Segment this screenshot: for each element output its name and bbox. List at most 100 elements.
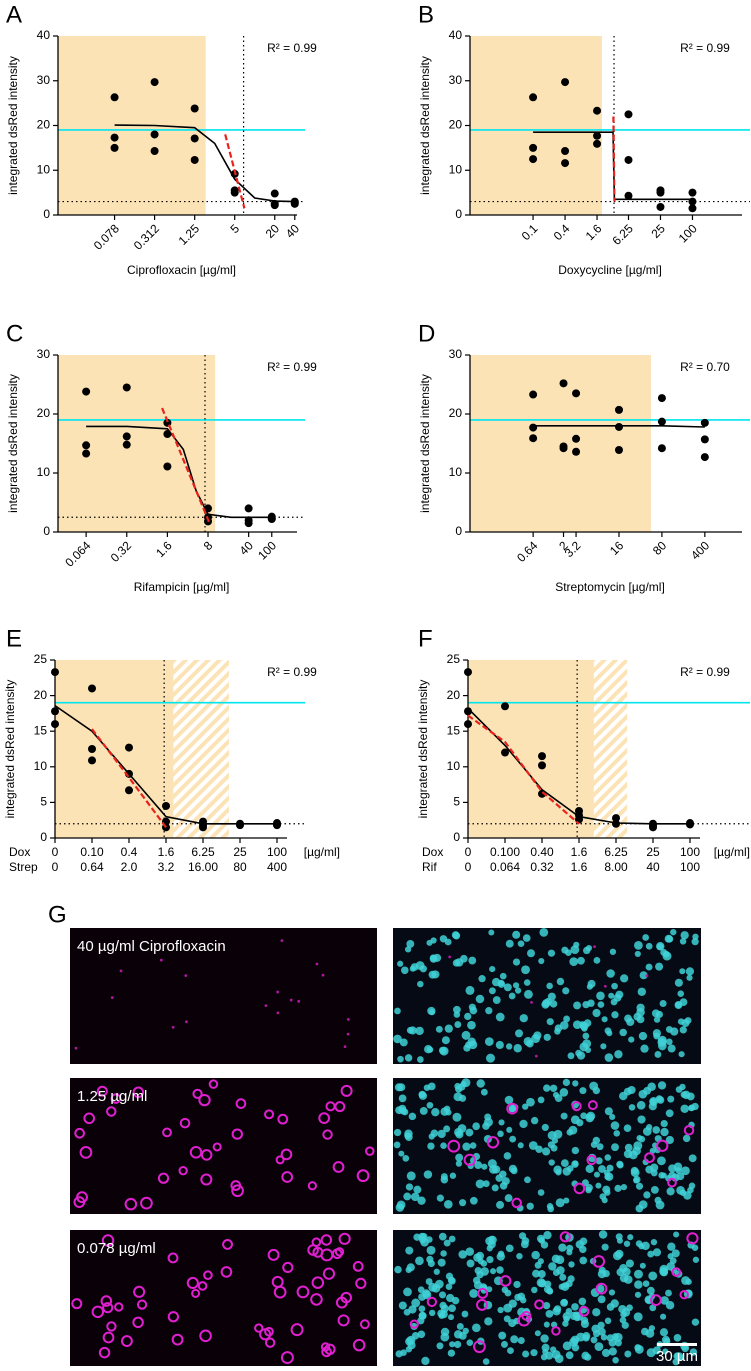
nucleus — [394, 1007, 401, 1015]
nucleus — [440, 1332, 450, 1342]
nucleus — [426, 1236, 433, 1243]
nucleus — [503, 1152, 512, 1160]
bacteria — [235, 1098, 247, 1109]
data-point — [656, 188, 665, 197]
nucleus — [487, 1240, 496, 1249]
x-tick-label-2: 0 — [52, 860, 59, 874]
nucleus — [469, 1142, 477, 1149]
nucleus — [484, 1037, 494, 1046]
nucleus — [421, 1356, 430, 1366]
nucleus — [496, 1200, 505, 1209]
nucleus — [664, 934, 673, 943]
y-tick-label: 40 — [449, 28, 463, 42]
y-tick-label: 20 — [34, 688, 48, 702]
nucleus — [686, 1092, 695, 1101]
nucleus — [531, 1250, 540, 1260]
nucleus — [500, 1340, 508, 1348]
nucleus — [666, 1187, 675, 1196]
data-point — [273, 821, 281, 830]
nucleus — [611, 1143, 619, 1152]
nucleus — [679, 968, 686, 975]
bacteria — [280, 1148, 293, 1161]
nucleus — [531, 1034, 541, 1044]
nucleus — [540, 1353, 548, 1361]
bacteria — [586, 1154, 597, 1166]
nucleus — [417, 1056, 424, 1063]
nucleus — [679, 1026, 687, 1034]
nucleus — [406, 940, 415, 948]
y-tick-label: 5 — [453, 795, 460, 809]
bacteria — [83, 1112, 96, 1125]
data-point — [572, 389, 581, 398]
x-tick-label: 100 — [267, 845, 287, 859]
nucleus — [670, 1027, 679, 1036]
bacteria — [603, 984, 607, 988]
nucleus — [628, 1104, 636, 1111]
nucleus — [544, 997, 552, 1006]
nucleus — [497, 1306, 504, 1314]
nucleus — [689, 1348, 698, 1356]
bacteria — [334, 1247, 345, 1257]
data-point — [538, 761, 546, 770]
data-point — [656, 202, 665, 211]
bacteria — [192, 1088, 203, 1099]
bacteria — [273, 1285, 287, 1299]
nucleus — [440, 1304, 449, 1313]
nucleus — [499, 1182, 508, 1190]
nucleus — [519, 1119, 528, 1129]
nucleus — [679, 1083, 686, 1091]
data-point — [688, 188, 697, 197]
nucleus — [572, 1020, 582, 1030]
nucleus — [453, 1005, 461, 1014]
nucleus — [671, 1249, 680, 1258]
nucleus — [393, 1034, 402, 1044]
micrograph-background — [70, 1078, 377, 1214]
x-row-label: Strep — [9, 860, 38, 874]
bacteria — [365, 1146, 375, 1156]
nucleus — [524, 1176, 531, 1184]
x-tick-label: 100 — [255, 538, 279, 562]
nucleus — [652, 1126, 661, 1134]
nucleus — [628, 1150, 638, 1160]
bacteria — [447, 1139, 461, 1153]
y-axis-title: integrated dsRed intensity — [416, 680, 430, 819]
nucleus — [427, 1006, 436, 1016]
nucleus — [418, 1311, 427, 1320]
data-point — [150, 78, 159, 87]
annotation: R² = 0.99 — [680, 665, 730, 679]
slope-line — [224, 134, 246, 209]
nucleus — [555, 1169, 562, 1176]
nucleus — [584, 1353, 592, 1361]
data-point — [190, 134, 199, 143]
nucleus — [545, 1310, 554, 1318]
fit-curve — [114, 124, 295, 203]
nucleus — [595, 1182, 602, 1189]
nucleus — [579, 1021, 586, 1028]
nucleus — [465, 1247, 475, 1256]
y-tick-label: 0 — [40, 830, 47, 844]
nucleus — [527, 949, 535, 958]
panel-letter: A — [6, 1, 22, 28]
nucleus — [543, 1033, 551, 1041]
nucleus — [419, 1107, 428, 1115]
x-tick-label-2: 3.2 — [158, 860, 175, 874]
nucleus — [514, 987, 522, 994]
data-point — [82, 449, 91, 458]
x-tick-label: 0.064 — [62, 538, 93, 569]
nucleus — [469, 1196, 478, 1205]
nucleus — [427, 1082, 436, 1091]
bacteria — [120, 1335, 133, 1347]
data-point — [150, 130, 159, 139]
nucleus — [609, 1113, 616, 1121]
nucleus — [585, 944, 593, 952]
nucleus — [646, 1286, 655, 1295]
nucleus — [551, 1137, 559, 1144]
bacteria — [337, 1314, 350, 1327]
nucleus — [537, 1096, 545, 1104]
annotation: R² = 0.99 — [267, 665, 317, 679]
nucleus — [558, 1243, 567, 1252]
bacteria — [276, 1011, 280, 1015]
bacteria — [74, 1046, 78, 1050]
data-point — [267, 515, 276, 524]
nucleus — [513, 1044, 522, 1053]
